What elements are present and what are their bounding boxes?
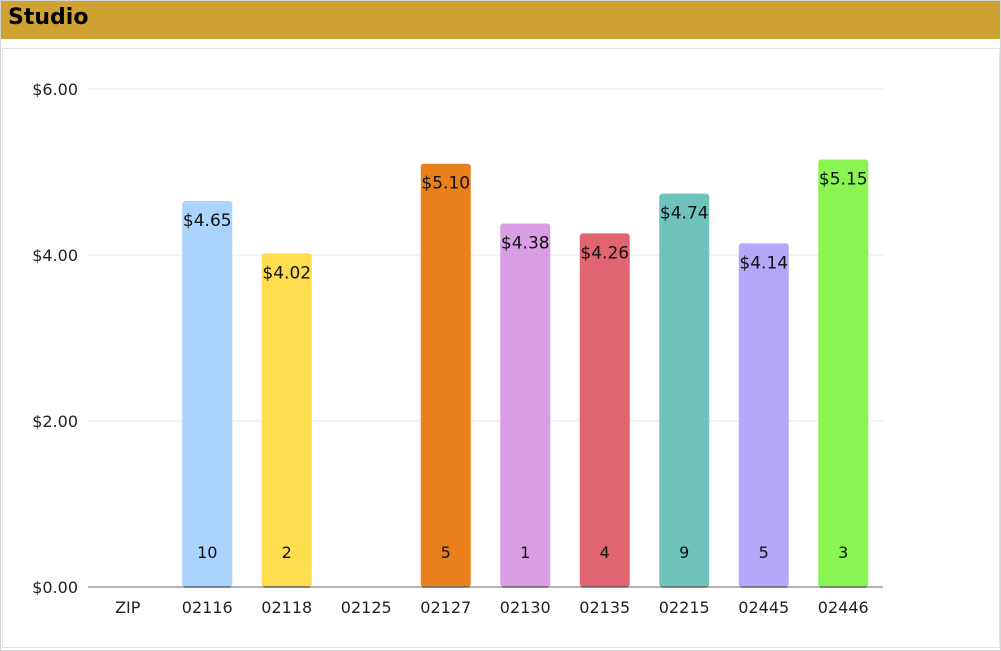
y-tick-label: $6.00 bbox=[32, 80, 78, 99]
x-tick-label: 02445 bbox=[738, 598, 789, 617]
count-label: 1 bbox=[520, 543, 530, 562]
count-label: 2 bbox=[282, 543, 292, 562]
bar bbox=[659, 193, 710, 587]
chart-panel: $0.00 $2.00 $4.00 $6.00 ZIP $4.65 10 02116 $4.02… bbox=[2, 48, 1000, 648]
bar bbox=[579, 233, 630, 588]
x-tick-label: 02116 bbox=[182, 598, 233, 617]
count-label: 9 bbox=[679, 543, 689, 562]
bar bbox=[738, 243, 789, 587]
chart-title: Studio bbox=[8, 5, 89, 30]
count-label: 5 bbox=[441, 543, 451, 562]
bar bbox=[261, 253, 312, 587]
data-label: $4.14 bbox=[739, 253, 788, 273]
x-tick-label: ZIP bbox=[115, 598, 141, 617]
count-label: 5 bbox=[759, 543, 769, 562]
data-label: $4.38 bbox=[501, 233, 550, 253]
data-label: $4.65 bbox=[183, 211, 232, 231]
x-tick-label: 02125 bbox=[341, 598, 392, 617]
bar-chart: $0.00 $2.00 $4.00 $6.00 ZIP $4.65 10 02116 $4.02… bbox=[32, 80, 883, 617]
x-tick-label: 02127 bbox=[420, 598, 471, 617]
data-label: $4.26 bbox=[580, 243, 629, 263]
bar bbox=[182, 201, 233, 588]
count-label: 3 bbox=[838, 543, 848, 562]
data-label: $5.15 bbox=[819, 170, 868, 190]
x-tick-label: 02118 bbox=[261, 598, 312, 617]
x-tick-label: 02215 bbox=[659, 598, 710, 617]
bar bbox=[818, 159, 869, 588]
title-bar: Studio bbox=[1, 1, 1000, 39]
y-tick-label: $0.00 bbox=[32, 578, 78, 597]
x-tick-label: 02446 bbox=[818, 598, 869, 617]
bar bbox=[500, 223, 551, 587]
data-label: $4.74 bbox=[660, 204, 709, 224]
y-tick-label: $2.00 bbox=[32, 412, 78, 431]
data-label: $4.02 bbox=[262, 263, 311, 283]
count-label: 4 bbox=[600, 543, 610, 562]
data-label: $5.10 bbox=[421, 174, 470, 194]
x-tick-label: 02135 bbox=[579, 598, 630, 617]
y-tick-label: $4.00 bbox=[32, 246, 78, 265]
bar bbox=[420, 163, 471, 587]
x-tick-label: 02130 bbox=[500, 598, 551, 617]
count-label: 10 bbox=[197, 543, 217, 562]
